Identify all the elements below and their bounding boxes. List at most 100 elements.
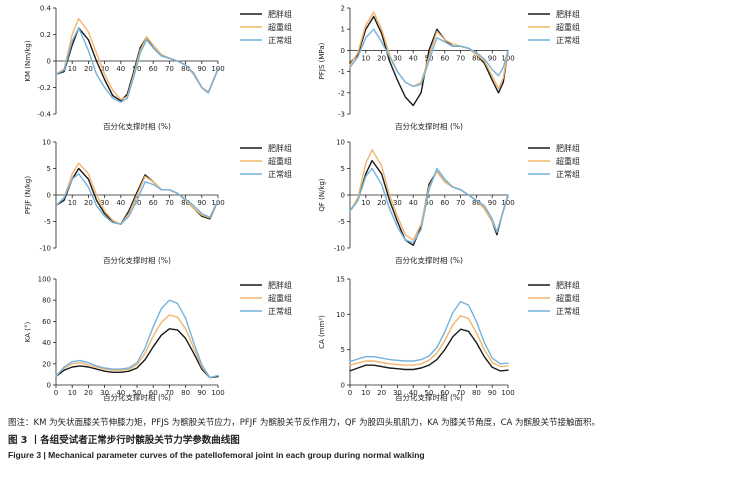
x-tick-label: 30	[393, 54, 402, 62]
x-axis-label: 百分化支撑时相 (%)	[103, 392, 171, 402]
x-tick-label: 20	[84, 199, 93, 207]
y-tick-label: 15	[336, 276, 345, 284]
legend-label: 正常组	[268, 169, 292, 179]
x-tick-label: 50	[133, 65, 142, 73]
y-tick-label: 0	[47, 382, 51, 390]
y-tick-label: 0.2	[40, 31, 51, 39]
x-tick-label: 80	[181, 199, 190, 207]
x-tick-label: 40	[116, 389, 125, 397]
legend-label: 正常组	[556, 306, 580, 316]
x-tick-label: 90	[197, 199, 206, 207]
y-tick-label: 0	[341, 382, 345, 390]
series-line-2	[55, 314, 219, 379]
x-tick-label: 40	[116, 65, 125, 73]
series-line-1	[55, 328, 219, 379]
x-tick-label: 60	[440, 199, 449, 207]
figure-title-en: Figure 3 | Mechanical parameter curves o…	[8, 450, 425, 460]
legend-label: 肥胖组	[268, 9, 292, 19]
chart-panel-5: 100 80 60 40 20 00 10 20 30 40 50 60 70 80 90 100 KA (°)…	[24, 276, 292, 403]
x-tick-label: 60	[440, 54, 449, 62]
figure-title-cn: 图 3 丨各组受试者正常步行时髌股关节力学参数曲线图	[8, 435, 240, 446]
x-tick-label: 30	[100, 199, 109, 207]
x-axis-label: 百分化支撑时相 (%)	[395, 255, 463, 265]
x-tick-label: 20	[84, 389, 93, 397]
x-tick-label: 100	[501, 54, 514, 62]
x-tick-label: 60	[149, 65, 158, 73]
y-tick-label: -2	[338, 89, 345, 97]
x-tick-label: 10	[68, 65, 77, 73]
y-tick-label: 10	[336, 139, 345, 147]
legend-label: 超重组	[268, 293, 292, 303]
legend-label: 正常组	[268, 35, 292, 45]
x-tick-label: 80	[472, 199, 481, 207]
y-tick-label: 10	[42, 139, 51, 147]
legend-label: 肥胖组	[268, 280, 292, 290]
x-tick-label: 40	[116, 199, 125, 207]
y-tick-label: 0	[47, 58, 51, 66]
series-line-3	[349, 300, 509, 365]
y-axis-label: CA (mm²)	[318, 315, 326, 349]
x-tick-label: 70	[456, 54, 465, 62]
legend-label: 肥胖组	[268, 143, 292, 153]
series-line-3	[55, 173, 219, 225]
series-line-2	[349, 11, 509, 90]
x-tick-label: 80	[472, 54, 481, 62]
x-tick-label: 40	[409, 54, 418, 62]
x-tick-label: 80	[181, 389, 190, 397]
y-tick-label: 2	[341, 5, 345, 13]
legend-label: 正常组	[268, 306, 292, 316]
y-tick-label: 0.4	[40, 5, 52, 13]
x-tick-label: 20	[84, 65, 93, 73]
y-tick-label: 20	[42, 360, 51, 368]
x-tick-label: 20	[377, 389, 386, 397]
x-tick-label: 100	[501, 199, 514, 207]
legend-label: 肥胖组	[556, 9, 580, 19]
x-tick-label: 90	[197, 389, 206, 397]
x-tick-label: 100	[501, 389, 514, 397]
x-tick-label: 100	[211, 199, 224, 207]
y-axis-label: PFJF (N/kg)	[24, 176, 32, 214]
y-axis-label: PFJS (MPa)	[318, 42, 326, 79]
x-tick-label: 70	[456, 389, 465, 397]
legend-label: 肥胖组	[556, 280, 580, 290]
y-tick-label: -3	[338, 111, 345, 119]
legend-label: 正常组	[556, 35, 580, 45]
y-tick-label: 5	[341, 165, 345, 173]
x-tick-label: 10	[361, 199, 370, 207]
y-axis-label: KA (°)	[24, 322, 32, 343]
y-tick-label: -1	[338, 68, 345, 76]
legend-label: 超重组	[556, 156, 580, 166]
x-tick-label: 40	[409, 389, 418, 397]
y-tick-label: -5	[338, 218, 345, 226]
legend-label: 超重组	[268, 22, 292, 32]
x-axis-label: 百分化支撑时相 (%)	[103, 255, 171, 265]
x-tick-label: 30	[393, 389, 402, 397]
series-line-2	[349, 315, 509, 368]
y-tick-label: 0	[47, 192, 51, 200]
x-tick-label: 90	[197, 65, 206, 73]
x-tick-label: 80	[472, 389, 481, 397]
x-tick-label: 70	[165, 199, 174, 207]
legend-label: 正常组	[556, 169, 580, 179]
y-tick-label: 100	[38, 276, 51, 284]
x-axis-label: 百分化支撑时相 (%)	[103, 121, 171, 131]
x-tick-label: 10	[68, 199, 77, 207]
y-tick-label: -10	[40, 245, 51, 253]
y-tick-label: -5	[44, 218, 51, 226]
x-tick-label: 60	[149, 389, 158, 397]
x-tick-label: 50	[133, 389, 142, 397]
x-tick-label: 30	[100, 389, 109, 397]
y-tick-label: -0.2	[37, 84, 51, 92]
x-tick-label: 90	[488, 54, 497, 62]
series-line-1	[349, 15, 509, 107]
x-axis-label: 百分化支撑时相 (%)	[395, 121, 463, 131]
x-tick-label: 90	[488, 389, 497, 397]
y-tick-label: 1	[341, 26, 345, 34]
x-tick-label: 70	[165, 389, 174, 397]
x-tick-label: 30	[393, 199, 402, 207]
x-tick-label: 0	[348, 389, 352, 397]
series-line-3	[349, 167, 509, 244]
y-tick-label: 10	[336, 311, 345, 319]
